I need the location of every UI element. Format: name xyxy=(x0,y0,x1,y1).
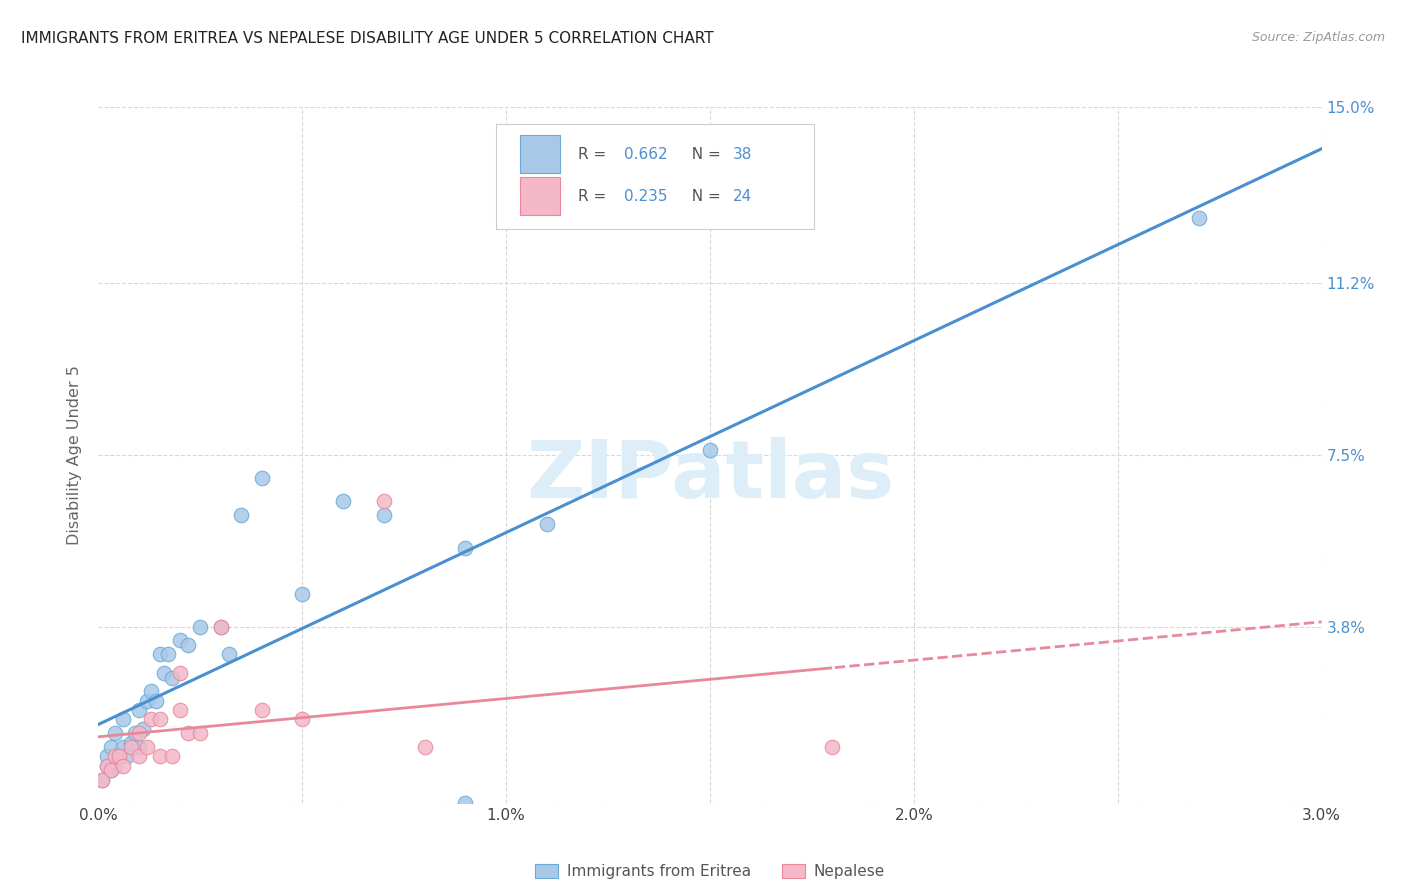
Point xyxy=(145,694,167,708)
Point xyxy=(149,648,172,662)
Text: IMMIGRANTS FROM ERITREA VS NEPALESE DISABILITY AGE UNDER 5 CORRELATION CHART: IMMIGRANTS FROM ERITREA VS NEPALESE DISA… xyxy=(21,31,714,46)
Point xyxy=(104,726,127,740)
Point xyxy=(218,648,240,662)
Text: Source: ZipAtlas.com: Source: ZipAtlas.com xyxy=(1251,31,1385,45)
Point xyxy=(128,703,150,717)
Point xyxy=(136,694,159,708)
Point xyxy=(104,758,127,772)
Point xyxy=(188,726,212,740)
Point xyxy=(209,619,232,633)
Text: 0.235: 0.235 xyxy=(624,188,668,203)
Y-axis label: Disability Age Under 5: Disability Age Under 5 xyxy=(67,365,83,545)
Point xyxy=(152,665,174,680)
Point xyxy=(250,703,273,717)
Point xyxy=(128,740,150,755)
Point xyxy=(454,796,477,810)
Point xyxy=(96,749,118,764)
Point xyxy=(169,665,191,680)
Point xyxy=(96,758,118,772)
Point xyxy=(141,712,163,726)
Point xyxy=(111,740,134,755)
Point xyxy=(188,619,212,633)
Point xyxy=(120,735,142,749)
Point xyxy=(111,758,134,772)
Point xyxy=(699,443,721,458)
Text: 0.662: 0.662 xyxy=(624,147,668,161)
Point xyxy=(96,758,118,772)
Point xyxy=(128,749,150,764)
Point xyxy=(160,671,183,685)
Point xyxy=(128,726,150,740)
Point xyxy=(149,712,172,726)
Text: ZIPatlas: ZIPatlas xyxy=(526,437,894,515)
Text: N =: N = xyxy=(682,147,725,161)
Legend: Immigrants from Eritrea, Nepalese: Immigrants from Eritrea, Nepalese xyxy=(529,858,891,886)
Point xyxy=(108,749,131,764)
Point xyxy=(169,633,191,648)
Point xyxy=(136,740,159,755)
Point xyxy=(231,508,253,523)
Point xyxy=(100,740,122,755)
Point xyxy=(100,764,122,778)
Point xyxy=(169,703,191,717)
Point xyxy=(332,494,354,508)
Point xyxy=(91,772,114,787)
Point xyxy=(124,726,146,740)
Text: R =: R = xyxy=(578,188,612,203)
Text: 24: 24 xyxy=(734,188,752,203)
Point xyxy=(111,712,134,726)
Point xyxy=(104,749,127,764)
Point xyxy=(821,740,844,755)
Point xyxy=(149,749,172,764)
Point xyxy=(91,772,114,787)
Point xyxy=(108,749,131,764)
Point xyxy=(100,764,122,778)
Text: 38: 38 xyxy=(734,147,752,161)
Text: R =: R = xyxy=(578,147,612,161)
Point xyxy=(209,619,232,633)
Point xyxy=(156,648,179,662)
Point xyxy=(177,726,200,740)
Text: N =: N = xyxy=(682,188,725,203)
FancyBboxPatch shape xyxy=(520,136,560,173)
Point xyxy=(132,722,155,736)
Point xyxy=(160,749,183,764)
FancyBboxPatch shape xyxy=(496,124,814,229)
Point xyxy=(115,749,138,764)
Point xyxy=(177,638,200,652)
Point xyxy=(536,517,558,532)
Point xyxy=(291,712,314,726)
Point xyxy=(1188,211,1211,226)
FancyBboxPatch shape xyxy=(520,177,560,215)
Point xyxy=(373,508,395,523)
Point xyxy=(413,740,436,755)
Point xyxy=(373,494,395,508)
Point xyxy=(250,471,273,485)
Point xyxy=(120,740,142,755)
Point xyxy=(291,587,314,601)
Point xyxy=(454,541,477,555)
Point xyxy=(141,684,163,698)
